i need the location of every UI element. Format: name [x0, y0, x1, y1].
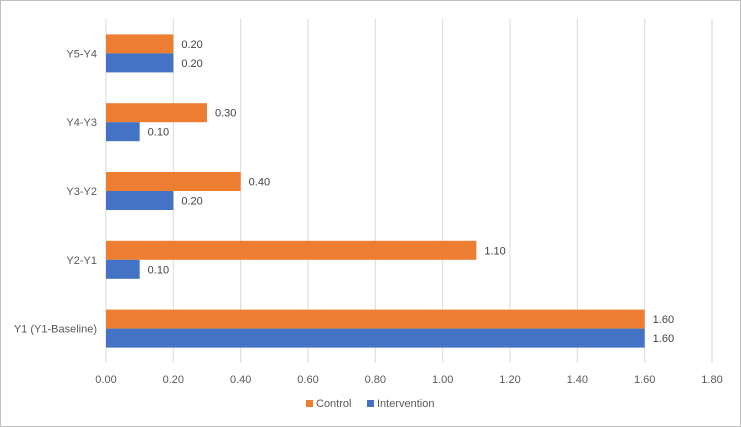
category-label: Y5-Y4 — [66, 48, 97, 60]
intervention-bar — [106, 53, 174, 73]
x-tick-label: 0.00 — [95, 374, 116, 386]
intervention-data-label: 0.20 — [181, 196, 202, 208]
control-data-label: 0.40 — [249, 177, 270, 189]
x-tick-label: 1.20 — [499, 374, 520, 386]
control-data-label: 1.10 — [484, 245, 505, 257]
intervention-data-label: 0.10 — [148, 264, 169, 276]
grid-layer — [105, 19, 713, 363]
category-label: Y1 (Y1-Baseline) — [14, 324, 97, 336]
x-tick-label: 1.80 — [701, 374, 722, 386]
control-bar — [106, 240, 477, 260]
intervention-data-label: 0.10 — [148, 127, 169, 139]
intervention-data-label: 0.20 — [181, 58, 202, 70]
control-bar — [106, 34, 174, 54]
control-data-label: 0.30 — [215, 108, 236, 120]
intervention-bar — [106, 259, 140, 279]
x-tick-label: 0.20 — [163, 374, 184, 386]
x-tick-label: 0.80 — [365, 374, 386, 386]
legend-swatch — [367, 400, 374, 407]
intervention-bar — [106, 328, 645, 348]
intervention-bar — [106, 191, 174, 210]
x-tick-label: 0.40 — [230, 374, 251, 386]
category-label: Y4-Y3 — [66, 117, 97, 129]
category-label: Y3-Y2 — [66, 186, 97, 198]
x-tick-label: 0.60 — [297, 374, 318, 386]
legend-item-control: Control — [306, 398, 351, 410]
x-tick-label: 1.40 — [567, 374, 588, 386]
axis-layer: 0.00 0.20 0.40 0.60 0.80 1.00 1.20 1.40 1.60 1.80… — [14, 48, 723, 386]
labels-layer: 1.60 1.60 1.10 0.10 0.40 0.20 0.30 0.10 0.20 0.20 — [148, 39, 674, 345]
bars-layer — [106, 34, 645, 348]
legend-label: Intervention — [377, 398, 434, 410]
control-data-label: 1.60 — [653, 314, 674, 326]
category-label: Y2-Y1 — [66, 255, 97, 267]
legend-swatch — [306, 400, 313, 407]
legend-label: Control — [316, 398, 351, 410]
intervention-data-label: 1.60 — [653, 333, 674, 345]
control-bar — [106, 309, 645, 329]
control-bar — [106, 172, 241, 191]
legend: Control Intervention — [306, 398, 434, 410]
x-tick-label: 1.00 — [432, 374, 453, 386]
control-data-label: 0.20 — [181, 39, 202, 51]
x-tick-label: 1.60 — [634, 374, 655, 386]
control-bar — [106, 103, 207, 123]
intervention-bar — [106, 122, 140, 142]
legend-item-intervention: Intervention — [367, 398, 434, 410]
